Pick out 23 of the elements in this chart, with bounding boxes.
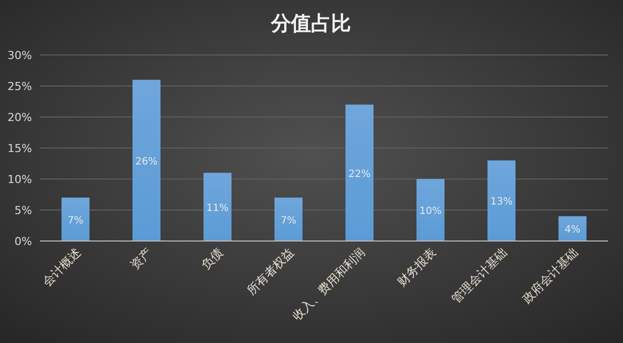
x-tick-label: 政府会计基础 [520,245,581,306]
data-label: 4% [564,224,580,236]
x-tick-label: 所有者权益 [244,245,297,298]
y-tick-label: 10% [8,173,32,186]
data-label: 10% [419,206,442,217]
data-label: 7% [280,215,296,226]
x-tick-label: 会计概述 [40,245,84,290]
data-label: 22% [348,168,371,180]
y-tick-label: 20% [8,111,32,124]
data-label: 13% [490,196,513,208]
y-tick-label: 25% [8,80,32,93]
data-label: 26% [135,156,158,168]
data-label: 7% [68,215,84,226]
x-tick-label: 资产 [128,245,155,272]
data-label: 11% [206,202,229,214]
y-tick-label: 5% [14,204,32,217]
y-tick-label: 30% [8,49,32,62]
y-tick-label: 0% [14,235,32,248]
y-tick-label: 15% [8,142,32,155]
x-tick-label: 管理会计基础 [448,245,510,306]
x-tick-label: 负债 [198,245,226,272]
chart-title: 分值占比 [270,11,351,35]
x-tick-label: 财务报表 [394,245,439,290]
